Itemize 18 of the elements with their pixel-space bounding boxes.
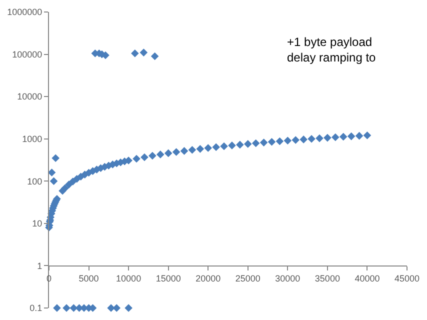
y-tick-label: 100000 [12, 49, 42, 60]
x-tick-label: 25000 [235, 274, 260, 284]
x-tick-label: 40000 [354, 274, 380, 284]
y-tick-label: 1000 [22, 134, 42, 144]
x-tick-label: 15000 [156, 274, 181, 284]
x-tick-label: 35000 [314, 274, 340, 284]
x-tick-label: 10000 [116, 274, 142, 284]
x-tick-label: 45000 [394, 274, 420, 284]
x-tick-label: 5000 [78, 274, 99, 284]
y-tick-label: 10000 [17, 92, 42, 102]
y-tick-label: 0.1 [30, 303, 42, 314]
x-tick-label: 30000 [275, 274, 300, 284]
y-tick-label: 10 [32, 218, 42, 229]
x-tick-label: 20000 [196, 274, 221, 284]
annotation: +1 byte payload delay ramping to [287, 35, 376, 65]
y-tick-label: 1 [37, 260, 42, 271]
y-tick-label: 100 [27, 176, 42, 186]
y-tick-label: 1000000 [7, 7, 42, 18]
